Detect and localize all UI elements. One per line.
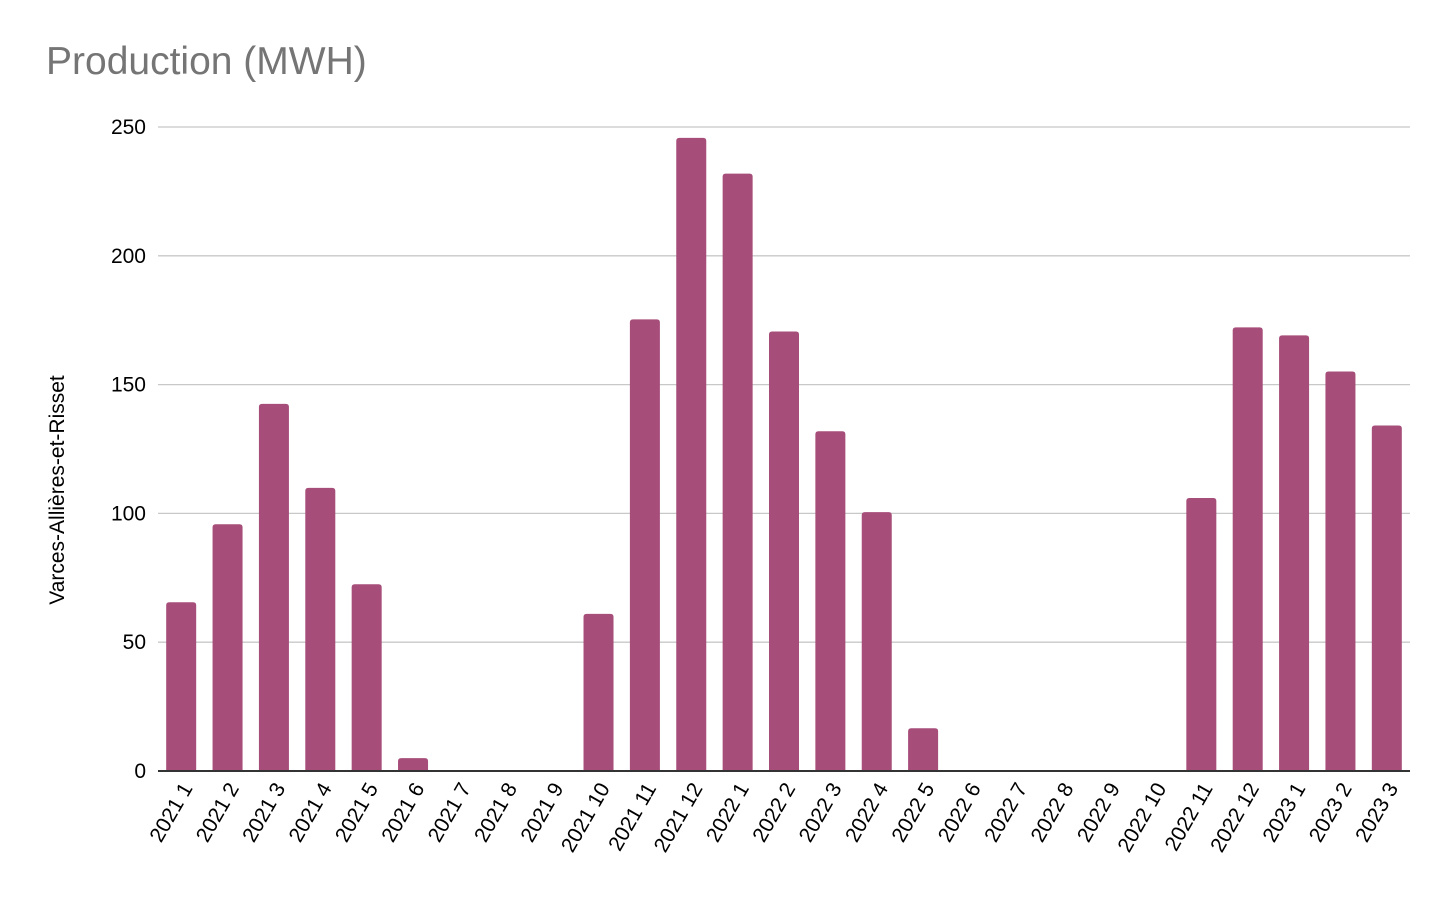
- y-tick-labels: 0 50 100 150 200 250: [111, 116, 146, 783]
- bar-2021-10: [583, 613, 614, 771]
- x-tick-label: 2022 9: [1073, 779, 1125, 846]
- x-tick-label: 2021 4: [285, 779, 337, 846]
- x-tick-label: 2021 2: [192, 779, 244, 846]
- x-tick-label: 2021 9: [516, 779, 568, 846]
- x-tick-label: 2022 5: [887, 779, 939, 846]
- bar-2021-5: [351, 584, 382, 771]
- x-tick-label: 2021 3: [238, 779, 290, 846]
- y-tick-label: 50: [123, 631, 146, 654]
- bar-2021-6: [398, 758, 429, 771]
- bar-2021-2: [212, 524, 243, 771]
- x-tick-label: 2021 8: [470, 779, 522, 846]
- bar-2022-4: [861, 512, 892, 771]
- x-tick-label: 2022 7: [980, 779, 1032, 846]
- x-tick-label: 2022 2: [748, 779, 800, 846]
- y-tick-label: 100: [111, 502, 146, 525]
- x-tick-label: 2022 8: [1027, 779, 1079, 846]
- x-tick-label: 2023 2: [1305, 779, 1357, 846]
- bar-2022-5: [908, 728, 939, 771]
- x-tick-label: 2022 3: [795, 779, 847, 846]
- bars: [166, 137, 1402, 771]
- x-tick-label: 2021 7: [424, 779, 476, 846]
- x-tick-label: 2022 1: [702, 779, 754, 846]
- x-tick-label: 2021 5: [331, 779, 383, 846]
- x-tick-label: 2022 4: [841, 779, 893, 846]
- bar-2022-11: [1186, 497, 1217, 771]
- bar-2021-3: [258, 403, 289, 771]
- x-tick-label: 2021 6: [377, 779, 429, 846]
- bar-2023-2: [1325, 371, 1356, 771]
- bar-2023-3: [1371, 425, 1402, 771]
- bar-2021-4: [305, 487, 336, 771]
- bar-2021-12: [676, 137, 707, 771]
- y-tick-label: 0: [134, 760, 146, 783]
- bar-2022-3: [815, 431, 846, 771]
- x-tick-label: 2022 6: [934, 779, 986, 846]
- x-tick-label: 2021 1: [145, 779, 197, 846]
- y-tick-label: 250: [111, 116, 146, 139]
- y-axis-label: Varces-Allières-et-Risset: [46, 375, 69, 605]
- bar-2022-1: [722, 173, 753, 771]
- bar-2021-1: [166, 602, 197, 771]
- chart-title: Production (MWH): [46, 40, 367, 83]
- bar-2021-11: [629, 319, 660, 771]
- bar-2022-12: [1232, 327, 1263, 771]
- x-tick-label: 2023 1: [1258, 779, 1310, 846]
- y-tick-label: 150: [111, 374, 146, 397]
- x-tick-label: 2023 3: [1351, 779, 1403, 846]
- y-tick-label: 200: [111, 245, 146, 268]
- bar-2022-2: [769, 331, 799, 771]
- bar-2023-1: [1279, 335, 1310, 771]
